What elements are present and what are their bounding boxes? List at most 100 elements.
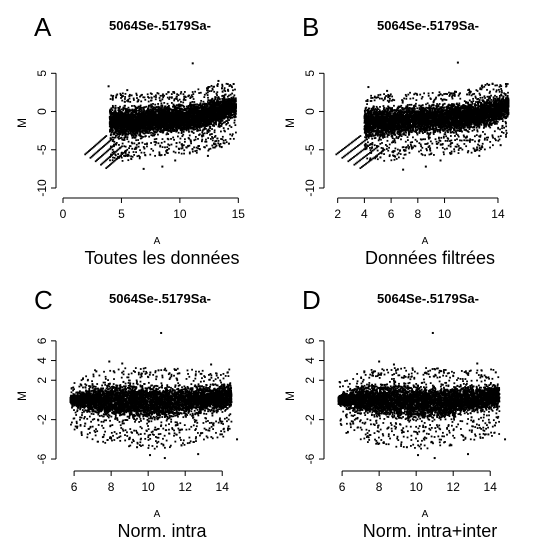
data-point [131,105,133,107]
data-point [168,118,171,121]
data-point [195,116,197,119]
data-point [195,113,198,116]
data-point [110,133,112,136]
data-point [171,113,174,116]
data-point [119,137,122,140]
data-point [204,121,207,124]
data-point [147,108,150,111]
data-point [164,109,167,112]
data-point [108,115,111,118]
data-point [185,115,187,118]
data-point [158,106,161,109]
data-point [179,113,182,116]
data-point [133,136,135,139]
data-point [210,123,213,125]
data-point [163,109,165,112]
data-point [121,128,124,131]
data-point [180,132,183,135]
data-point [112,129,114,132]
data-point [211,98,213,101]
data-point [157,103,160,105]
data-point [204,108,207,111]
data-point [120,136,123,139]
data-point [127,106,130,109]
data-point [109,134,112,137]
data-point [187,124,190,127]
data-point [164,114,167,117]
data-point [120,108,123,111]
data-point [169,123,172,126]
data-point [119,133,122,136]
data-point [205,117,208,119]
data-point [185,129,188,131]
data-point [192,124,195,127]
data-point [160,120,163,123]
data-point [109,130,112,133]
data-point [126,121,129,124]
data-point [222,110,225,113]
data-point [223,115,226,118]
data-point [174,119,177,122]
data-point [223,116,226,119]
data-point [130,130,133,133]
data-point [161,123,164,126]
data-point [193,122,196,125]
data-point [228,111,230,113]
data-point [228,100,231,103]
data-point [189,123,192,126]
data-point [174,111,177,114]
data-point [152,125,154,128]
data-point [151,134,154,137]
data-point [219,102,222,105]
data-point [202,111,205,114]
data-point [212,115,214,117]
data-point [185,107,188,110]
data-point [197,105,199,108]
data-point [234,98,237,101]
data-point [157,114,160,117]
data-point [224,106,227,109]
data-point [231,114,234,117]
data-point [117,133,120,136]
data-point [144,135,146,138]
data-point [180,126,183,129]
data-point [156,110,159,113]
data-point [122,106,125,109]
data-point [152,110,155,113]
data-point [147,104,150,107]
data-point [182,133,185,136]
data-point [185,119,188,122]
data-point [123,136,126,139]
data-point [140,114,143,117]
data-point [193,101,196,103]
data-point [168,109,171,112]
data-point [225,113,228,115]
data-point [131,136,134,139]
data-point [195,124,198,127]
data-point [127,130,130,133]
data-point [200,126,203,128]
data-point [158,108,161,111]
data-point [124,109,127,112]
data-point [156,126,158,129]
data-point [218,108,221,111]
data-point [203,116,206,119]
data-point [159,128,162,131]
data-point [218,126,221,128]
data-point [152,132,154,135]
data-point [207,107,209,110]
data-point [209,127,212,130]
data-point [222,107,225,109]
data-point [211,107,214,110]
data-point [223,94,225,97]
data-point [189,112,191,115]
data-point [192,111,195,114]
data-point [211,100,214,103]
data-point [147,128,150,130]
data-point [113,136,116,139]
data-point [206,101,209,103]
data-point [138,113,140,116]
data-point [226,95,229,98]
data-point [161,129,164,131]
data-point [185,126,188,129]
